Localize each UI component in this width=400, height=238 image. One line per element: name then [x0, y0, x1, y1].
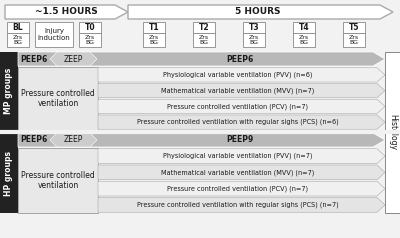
- Text: Zrs
BG: Zrs BG: [149, 35, 159, 45]
- Text: Zrs
BG: Zrs BG: [249, 35, 259, 45]
- Bar: [18, 148, 98, 213]
- Polygon shape: [18, 133, 385, 147]
- Text: Zrs
BG: Zrs BG: [13, 35, 23, 45]
- Polygon shape: [98, 165, 385, 180]
- Polygon shape: [98, 68, 385, 82]
- Text: PEEP6: PEEP6: [20, 55, 48, 64]
- Text: MP groups: MP groups: [4, 68, 14, 114]
- Bar: [193, 22, 215, 33]
- Text: T5: T5: [349, 23, 359, 32]
- Text: PEEP6: PEEP6: [226, 55, 254, 64]
- Polygon shape: [128, 5, 393, 19]
- Text: T2: T2: [199, 23, 209, 32]
- Polygon shape: [98, 84, 385, 98]
- Text: Zrs
BG: Zrs BG: [299, 35, 309, 45]
- Bar: [0, 52, 18, 130]
- Text: T0: T0: [85, 23, 95, 32]
- Polygon shape: [98, 149, 385, 164]
- Text: Zrs
BG: Zrs BG: [349, 35, 359, 45]
- Text: Pressure controlled
ventilation: Pressure controlled ventilation: [21, 89, 95, 108]
- Polygon shape: [98, 181, 385, 196]
- Bar: [143, 33, 165, 47]
- Bar: [35, 22, 73, 47]
- Text: 5 HOURS: 5 HOURS: [235, 8, 281, 16]
- Text: BL: BL: [13, 23, 23, 32]
- Bar: [79, 22, 101, 33]
- Text: ZEEP: ZEEP: [64, 135, 83, 144]
- Text: T4: T4: [299, 23, 309, 32]
- Text: ZEEP: ZEEP: [64, 55, 83, 64]
- Polygon shape: [5, 5, 128, 19]
- Polygon shape: [98, 99, 385, 114]
- Text: Pressure controlled
ventilation: Pressure controlled ventilation: [21, 171, 95, 190]
- Bar: [343, 33, 365, 47]
- Text: Pressure controlled ventilation with regular sighs (PCS) (n=7): Pressure controlled ventilation with reg…: [137, 202, 338, 208]
- Text: ~1.5 HOURS: ~1.5 HOURS: [35, 8, 97, 16]
- Text: Zrs
BG: Zrs BG: [85, 35, 95, 45]
- Bar: [243, 33, 265, 47]
- Bar: [343, 22, 365, 33]
- Bar: [385, 52, 400, 213]
- Bar: [143, 22, 165, 33]
- Text: Mathematical variable ventilation (MVV) (n=7): Mathematical variable ventilation (MVV) …: [161, 169, 314, 176]
- Polygon shape: [50, 52, 97, 66]
- Text: Injury
Induction: Injury Induction: [38, 28, 70, 41]
- Text: PEEP9: PEEP9: [226, 135, 254, 144]
- Text: Physiological variable ventilation (PVV) (n=6): Physiological variable ventilation (PVV)…: [163, 72, 312, 78]
- Polygon shape: [98, 115, 385, 129]
- Bar: [79, 33, 101, 47]
- Text: Pressure controlled ventilation (PCV) (n=7): Pressure controlled ventilation (PCV) (n…: [167, 185, 308, 192]
- Polygon shape: [50, 133, 97, 147]
- Bar: [0, 133, 18, 213]
- Bar: [7, 22, 29, 33]
- Polygon shape: [98, 198, 385, 212]
- Bar: [193, 33, 215, 47]
- Text: PEEP6: PEEP6: [20, 135, 48, 144]
- Text: Zrs
BG: Zrs BG: [199, 35, 209, 45]
- Text: HP groups: HP groups: [4, 150, 14, 195]
- Polygon shape: [18, 52, 385, 66]
- Bar: [7, 33, 29, 47]
- Text: Histology: Histology: [388, 114, 397, 150]
- Text: Pressure controlled ventilation (PCV) (n=7): Pressure controlled ventilation (PCV) (n…: [167, 103, 308, 110]
- Bar: [18, 67, 98, 130]
- Text: Mathematical variable ventilation (MVV) (n=7): Mathematical variable ventilation (MVV) …: [161, 87, 314, 94]
- Text: T1: T1: [149, 23, 159, 32]
- Bar: [293, 33, 315, 47]
- Text: Physiological variable ventilation (PVV) (n=7): Physiological variable ventilation (PVV)…: [163, 153, 312, 159]
- Bar: [293, 22, 315, 33]
- Bar: [243, 22, 265, 33]
- Text: Pressure controlled ventilation with regular sighs (PCS) (n=6): Pressure controlled ventilation with reg…: [137, 119, 338, 125]
- Text: T3: T3: [249, 23, 259, 32]
